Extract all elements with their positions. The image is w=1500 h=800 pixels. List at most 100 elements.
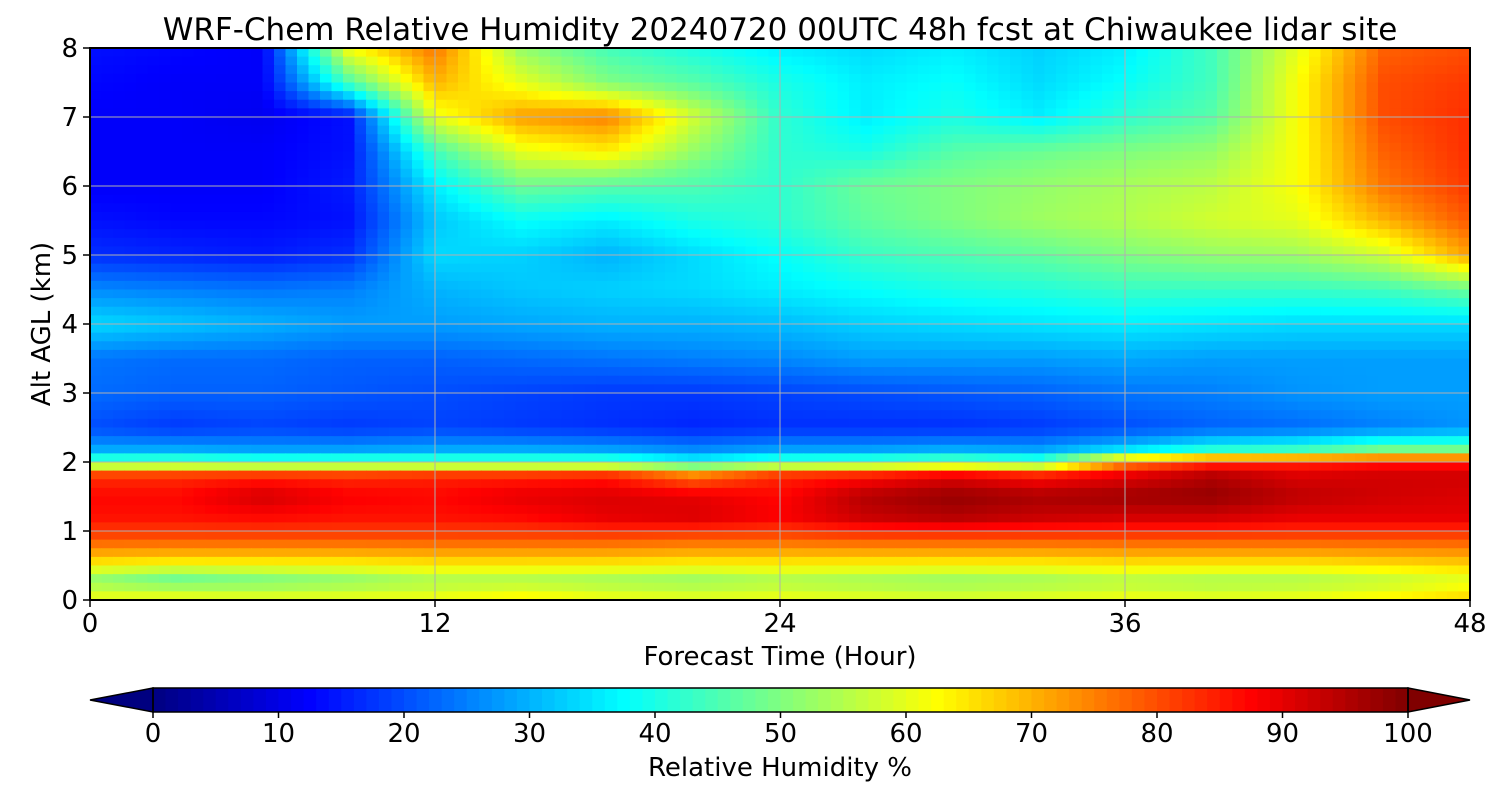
heatmap-cell bbox=[619, 358, 632, 368]
heatmap-cell bbox=[607, 272, 620, 282]
heatmap-cell bbox=[1136, 73, 1149, 84]
heatmap-cell bbox=[964, 349, 977, 360]
heatmap-cell bbox=[1309, 246, 1322, 256]
heatmap-cell bbox=[1228, 203, 1241, 213]
heatmap-cell bbox=[895, 194, 908, 204]
heatmap-cell bbox=[1044, 220, 1057, 230]
heatmap-cell bbox=[389, 229, 402, 239]
heatmap-cell bbox=[101, 151, 114, 161]
heatmap-cell bbox=[274, 306, 287, 316]
heatmap-cell bbox=[1297, 315, 1310, 325]
heatmap-cell bbox=[297, 194, 310, 204]
heatmap-cell bbox=[1332, 56, 1345, 66]
heatmap-cell bbox=[228, 237, 241, 247]
heatmap-cell bbox=[791, 315, 804, 325]
heatmap-cell bbox=[1309, 375, 1322, 385]
heatmap-cell bbox=[1458, 272, 1470, 282]
heatmap-cell bbox=[630, 177, 643, 187]
heatmap-cell bbox=[1297, 108, 1310, 118]
heatmap-cell bbox=[1355, 263, 1368, 273]
heatmap-cell bbox=[906, 349, 919, 360]
heatmap-cell bbox=[308, 211, 321, 222]
heatmap-cell bbox=[734, 177, 747, 187]
heatmap-cell bbox=[872, 306, 885, 316]
heatmap-cell bbox=[849, 186, 862, 196]
heatmap-cell bbox=[826, 289, 839, 299]
heatmap-cell bbox=[1297, 186, 1310, 196]
heatmap-cell bbox=[653, 160, 666, 170]
heatmap-cell bbox=[504, 324, 517, 334]
heatmap-cell bbox=[1424, 246, 1437, 256]
heatmap-cell bbox=[768, 99, 781, 109]
heatmap-cell bbox=[469, 298, 482, 308]
heatmap-cell bbox=[711, 82, 724, 92]
heatmap-cell bbox=[1251, 160, 1264, 170]
heatmap-cell bbox=[757, 211, 770, 222]
heatmap-cell bbox=[1320, 315, 1333, 325]
heatmap-cell bbox=[481, 332, 494, 342]
heatmap-cell bbox=[458, 341, 471, 351]
heatmap-cell bbox=[274, 194, 287, 204]
heatmap-cell bbox=[1044, 237, 1057, 247]
heatmap-cell bbox=[964, 177, 977, 187]
heatmap-cell bbox=[389, 186, 402, 196]
heatmap-cell bbox=[1182, 280, 1195, 291]
heatmap-cell bbox=[906, 186, 919, 196]
heatmap-cell bbox=[1079, 186, 1092, 196]
heatmap-cell bbox=[136, 298, 149, 308]
heatmap-cell bbox=[435, 237, 448, 247]
heatmap-cell bbox=[205, 246, 218, 256]
heatmap-cell bbox=[975, 177, 988, 187]
heatmap-cell bbox=[1136, 48, 1149, 58]
heatmap-cell bbox=[964, 108, 977, 118]
heatmap-cell bbox=[837, 220, 850, 230]
heatmap-cell bbox=[1217, 99, 1230, 109]
heatmap-cell bbox=[653, 194, 666, 204]
heatmap-cell bbox=[458, 255, 471, 265]
heatmap-cell bbox=[1056, 298, 1069, 308]
heatmap-cell bbox=[964, 186, 977, 196]
heatmap-cell bbox=[803, 315, 816, 325]
heatmap-cell bbox=[492, 117, 505, 127]
heatmap-cell bbox=[711, 298, 724, 308]
heatmap-cell bbox=[1033, 255, 1046, 265]
heatmap-cell bbox=[975, 237, 988, 247]
heatmap-cell bbox=[251, 108, 264, 118]
heatmap-cell bbox=[998, 349, 1011, 360]
heatmap-cell bbox=[400, 211, 413, 222]
heatmap-cell bbox=[538, 108, 551, 118]
heatmap-cell bbox=[1102, 341, 1115, 351]
heatmap-cell bbox=[251, 134, 264, 144]
heatmap-cell bbox=[1401, 367, 1414, 377]
heatmap-cell bbox=[688, 99, 701, 109]
heatmap-cell bbox=[1309, 134, 1322, 144]
heatmap-cell bbox=[1355, 393, 1368, 403]
heatmap-cell bbox=[251, 341, 264, 351]
heatmap-cell bbox=[1056, 220, 1069, 230]
heatmap-cell bbox=[676, 384, 689, 394]
heatmap-cell bbox=[619, 393, 632, 403]
heatmap-cell bbox=[1033, 220, 1046, 230]
heatmap-cell bbox=[1355, 194, 1368, 204]
heatmap-cell bbox=[228, 272, 241, 282]
heatmap-cell bbox=[1435, 168, 1448, 178]
heatmap-cell bbox=[297, 237, 310, 247]
heatmap-cell bbox=[1286, 142, 1299, 153]
heatmap-cell bbox=[1355, 134, 1368, 144]
heatmap-cell bbox=[1332, 220, 1345, 230]
heatmap-cell bbox=[1297, 375, 1310, 385]
heatmap-cell bbox=[228, 203, 241, 213]
heatmap-cell bbox=[101, 349, 114, 360]
heatmap-cell bbox=[1251, 298, 1264, 308]
heatmap-cell bbox=[285, 280, 298, 291]
heatmap-cell bbox=[837, 280, 850, 291]
heatmap-cell bbox=[262, 56, 275, 66]
heatmap-cell bbox=[1113, 324, 1126, 334]
heatmap-cell bbox=[1171, 349, 1184, 360]
heatmap-cell bbox=[952, 194, 965, 204]
heatmap-cell bbox=[699, 220, 712, 230]
heatmap-cell bbox=[803, 73, 816, 84]
heatmap-cell bbox=[1401, 211, 1414, 222]
heatmap-cell bbox=[492, 108, 505, 118]
heatmap-cell bbox=[239, 125, 252, 135]
